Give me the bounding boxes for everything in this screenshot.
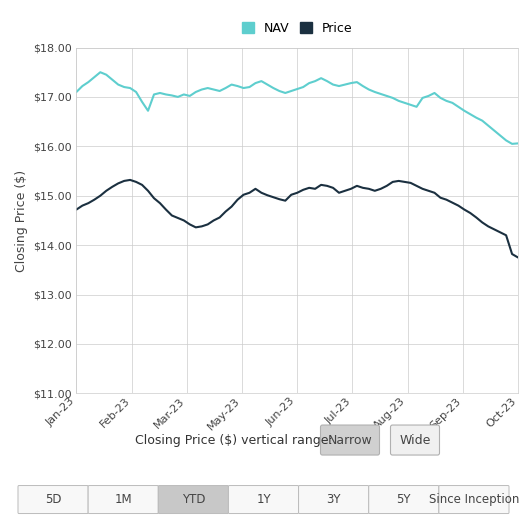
FancyBboxPatch shape <box>320 425 379 455</box>
Text: Since Inception: Since Inception <box>429 493 519 506</box>
Y-axis label: Closing Price ($): Closing Price ($) <box>15 169 28 271</box>
FancyBboxPatch shape <box>439 486 509 514</box>
Text: 3Y: 3Y <box>326 493 341 506</box>
FancyBboxPatch shape <box>18 486 88 514</box>
Text: YTD: YTD <box>182 493 205 506</box>
Text: Narrow: Narrow <box>328 433 373 447</box>
Text: 1M: 1M <box>114 493 132 506</box>
FancyBboxPatch shape <box>158 486 228 514</box>
FancyBboxPatch shape <box>228 486 299 514</box>
FancyBboxPatch shape <box>391 425 440 455</box>
FancyBboxPatch shape <box>299 486 369 514</box>
FancyBboxPatch shape <box>369 486 439 514</box>
FancyBboxPatch shape <box>88 486 158 514</box>
Text: 1Y: 1Y <box>256 493 271 506</box>
Text: 5Y: 5Y <box>396 493 411 506</box>
Legend: NAV, Price: NAV, Price <box>239 19 355 37</box>
Text: Closing Price ($) vertical range:: Closing Price ($) vertical range: <box>135 433 333 447</box>
Text: 5D: 5D <box>45 493 61 506</box>
Text: Wide: Wide <box>399 433 431 447</box>
